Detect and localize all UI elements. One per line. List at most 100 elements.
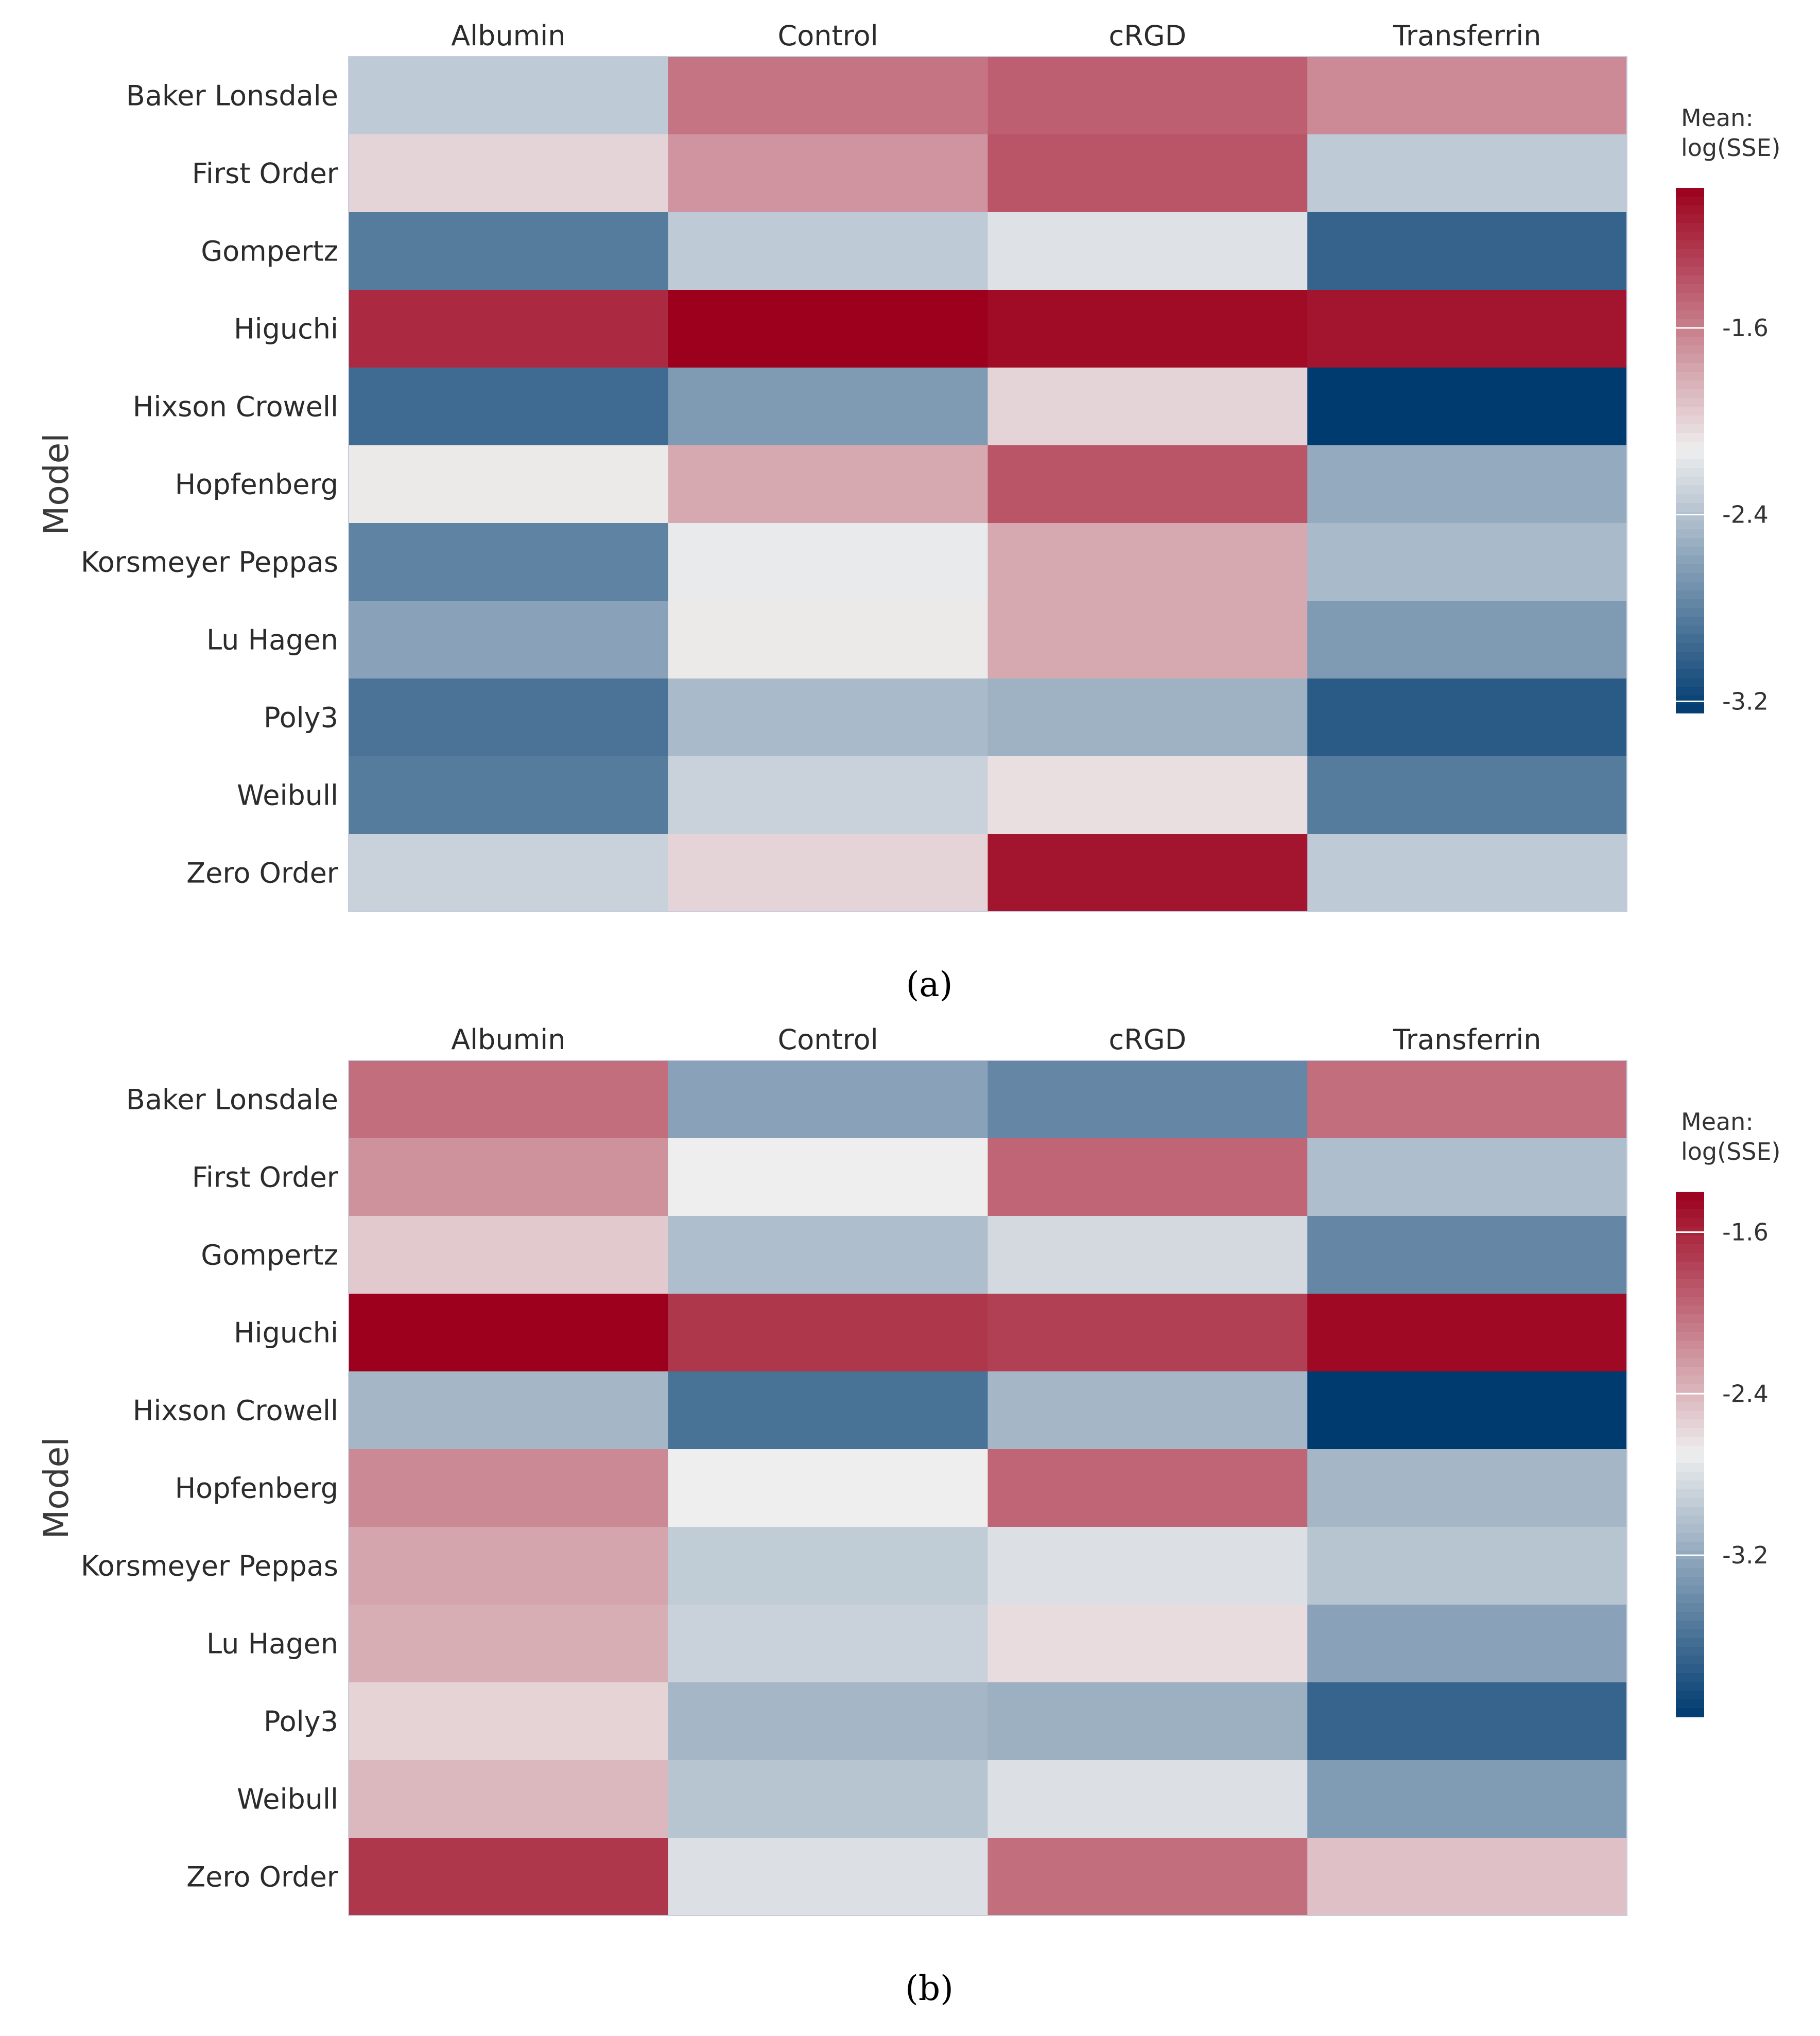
panel-a-col-label-crgd: cRGD bbox=[1109, 20, 1187, 52]
panel-a-cell-first-order-crgd bbox=[987, 134, 1308, 213]
panel-b-cell-baker-lonsdale-transferrin bbox=[1307, 1060, 1627, 1139]
panel-a-cell-gompertz-control bbox=[668, 212, 989, 290]
panel-b-cell-hixson-crowell-transferrin bbox=[1307, 1371, 1627, 1450]
panel-a-cell-weibull-transferrin bbox=[1307, 756, 1627, 834]
panel-b-y-axis-title: Model bbox=[37, 1437, 76, 1539]
panel-b-colorbar-segment bbox=[1676, 1306, 1704, 1315]
panel-a-legend-title-line2: log(SSE) bbox=[1681, 134, 1780, 162]
panel-a-colorbar-segment bbox=[1676, 258, 1704, 267]
panel-b-cell-weibull-crgd bbox=[987, 1760, 1308, 1838]
panel-b-colorbar-segment bbox=[1676, 1227, 1704, 1236]
panel-a-cell-higuchi-crgd bbox=[987, 290, 1308, 368]
panel-a-colorbar-segment bbox=[1676, 197, 1704, 206]
panel-b-colorbar-segment bbox=[1676, 1192, 1704, 1201]
panel-a-cell-korsmeyer-peppas-albumin bbox=[349, 523, 669, 601]
panel-b-cell-poly3-albumin bbox=[349, 1682, 669, 1761]
panel-b-colorbar-segment bbox=[1676, 1384, 1704, 1394]
panel-a-colorbar-segment bbox=[1676, 380, 1704, 390]
panel-a-col-label-transferrin: Transferrin bbox=[1393, 20, 1541, 52]
panel-b-colorbar-segment bbox=[1676, 1691, 1704, 1700]
panel-a-cell-zero-order-transferrin bbox=[1307, 834, 1627, 912]
panel-b-cell-hopfenberg-crgd bbox=[987, 1449, 1308, 1527]
panel-b-colorbar-segment bbox=[1676, 1664, 1704, 1674]
panel-a-colorbar-segment bbox=[1676, 398, 1704, 407]
panel-a-colorbar-segment bbox=[1676, 372, 1704, 381]
panel-b-cell-korsmeyer-peppas-control bbox=[668, 1527, 989, 1605]
panel-b-colorbar-segment bbox=[1676, 1481, 1704, 1490]
panel-b-colorbar-segment bbox=[1676, 1594, 1704, 1604]
panel-b-cell-lu-hagen-crgd bbox=[987, 1605, 1308, 1683]
panel-a-cell-lu-hagen-albumin bbox=[349, 601, 669, 679]
panel-b-colorbar-segment bbox=[1676, 1524, 1704, 1534]
panel-a-row-label-gompertz: Gompertz bbox=[201, 235, 338, 268]
panel-a-row-label-higuchi: Higuchi bbox=[234, 313, 338, 345]
panel-b-cell-zero-order-crgd bbox=[987, 1838, 1308, 1916]
panel-b-label: (b) bbox=[905, 1969, 954, 2008]
panel-b-colorbar-segment bbox=[1676, 1341, 1704, 1350]
panel-a-colorbar-segment bbox=[1676, 407, 1704, 416]
panel-b-row-label-korsmeyer-peppas: Korsmeyer Peppas bbox=[81, 1550, 338, 1582]
panel-b-colorbar-segment bbox=[1676, 1498, 1704, 1507]
panel-b-row-label-lu-hagen: Lu Hagen bbox=[206, 1628, 338, 1660]
panel-b-colorbar-segment bbox=[1676, 1603, 1704, 1612]
panel-b-colorbar-segment bbox=[1676, 1323, 1704, 1332]
panel-b-cell-poly3-crgd bbox=[987, 1682, 1308, 1761]
panel-b-colorbar-segment bbox=[1676, 1507, 1704, 1516]
panel-b-cell-zero-order-control bbox=[668, 1838, 989, 1916]
panel-a-colorbar-segment bbox=[1676, 354, 1704, 363]
panel-b-cell-hixson-crowell-albumin bbox=[349, 1371, 669, 1450]
panel-a-cell-first-order-albumin bbox=[349, 134, 669, 213]
panel-b-cell-gompertz-albumin bbox=[349, 1216, 669, 1294]
panel-a-colorbar-segment bbox=[1676, 424, 1704, 433]
panel-b-row-label-baker-lonsdale: Baker Lonsdale bbox=[126, 1084, 338, 1116]
panel-b-colorbar-segment bbox=[1676, 1568, 1704, 1577]
panel-a-colorbar-segment bbox=[1676, 284, 1704, 293]
panel-a-colorbar-segment bbox=[1676, 520, 1704, 530]
panel-b-colorbar-segment bbox=[1676, 1279, 1704, 1289]
panel-b-colorbar-segment bbox=[1676, 1428, 1704, 1437]
panel-a-colorbar-segment bbox=[1676, 249, 1704, 258]
panel-a-colorbar-segment bbox=[1676, 503, 1704, 512]
panel-b-row-label-hixson-crowell: Hixson Crowell bbox=[133, 1395, 338, 1427]
panel-a-colorbar-segment bbox=[1676, 704, 1704, 714]
panel-b-col-label-crgd: cRGD bbox=[1109, 1023, 1187, 1056]
panel-b-colorbar-segment bbox=[1676, 1218, 1704, 1227]
panel-a-colorbar-segment bbox=[1676, 293, 1704, 302]
panel-b-colorbar-segment bbox=[1676, 1454, 1704, 1464]
panel-a-cell-baker-lonsdale-albumin bbox=[349, 57, 669, 135]
panel-a-colorbar-tick-label: -3.2 bbox=[1722, 687, 1769, 715]
panel-b-cell-poly3-control bbox=[668, 1682, 989, 1761]
panel-a-colorbar-segment bbox=[1676, 433, 1704, 442]
panel-b-cell-gompertz-crgd bbox=[987, 1216, 1308, 1294]
panel-a-cell-baker-lonsdale-transferrin bbox=[1307, 57, 1627, 135]
panel-a-colorbar-segment bbox=[1676, 275, 1704, 285]
panel-b-cell-korsmeyer-peppas-crgd bbox=[987, 1527, 1308, 1605]
panel-a-colorbar-segment bbox=[1676, 669, 1704, 678]
panel-a-colorbar-segment bbox=[1676, 590, 1704, 600]
panel-b-colorbar-segment bbox=[1676, 1621, 1704, 1630]
panel-a-colorbar-segment bbox=[1676, 415, 1704, 425]
panel-a-cell-higuchi-control bbox=[668, 290, 989, 368]
panel-a-cell-weibull-control bbox=[668, 756, 989, 834]
panel-a-cell-weibull-albumin bbox=[349, 756, 669, 834]
panel-b-colorbar-segment bbox=[1676, 1656, 1704, 1665]
panel-a-colorbar-segment bbox=[1676, 468, 1704, 477]
panel-b-colorbar-tick-label: -2.4 bbox=[1722, 1380, 1769, 1407]
panel-b-colorbar-segment bbox=[1676, 1682, 1704, 1691]
panel-b-colorbar-segment bbox=[1676, 1629, 1704, 1639]
panel-a-colorbar-segment bbox=[1676, 564, 1704, 573]
panel-b-cell-hopfenberg-control bbox=[668, 1449, 989, 1527]
panel-a-cell-higuchi-transferrin bbox=[1307, 290, 1627, 368]
panel-b-colorbar-segment bbox=[1676, 1402, 1704, 1411]
panel-b-col-label-control: Control bbox=[778, 1023, 878, 1056]
panel-b-col-label-transferrin: Transferrin bbox=[1393, 1023, 1541, 1056]
panel-b-row-label-hopfenberg: Hopfenberg bbox=[175, 1472, 338, 1505]
panel-b-cell-higuchi-control bbox=[668, 1294, 989, 1372]
panel-b-cell-lu-hagen-albumin bbox=[349, 1605, 669, 1683]
panel-b-colorbar-segment bbox=[1676, 1314, 1704, 1324]
panel-a-colorbar-segment bbox=[1676, 485, 1704, 495]
panel-a-row-label-first-order: First Order bbox=[192, 158, 339, 190]
panel-a-cell-gompertz-crgd bbox=[987, 212, 1308, 290]
panel-a-cell-hopfenberg-albumin bbox=[349, 445, 669, 524]
panel-b-colorbar-segment bbox=[1676, 1612, 1704, 1621]
